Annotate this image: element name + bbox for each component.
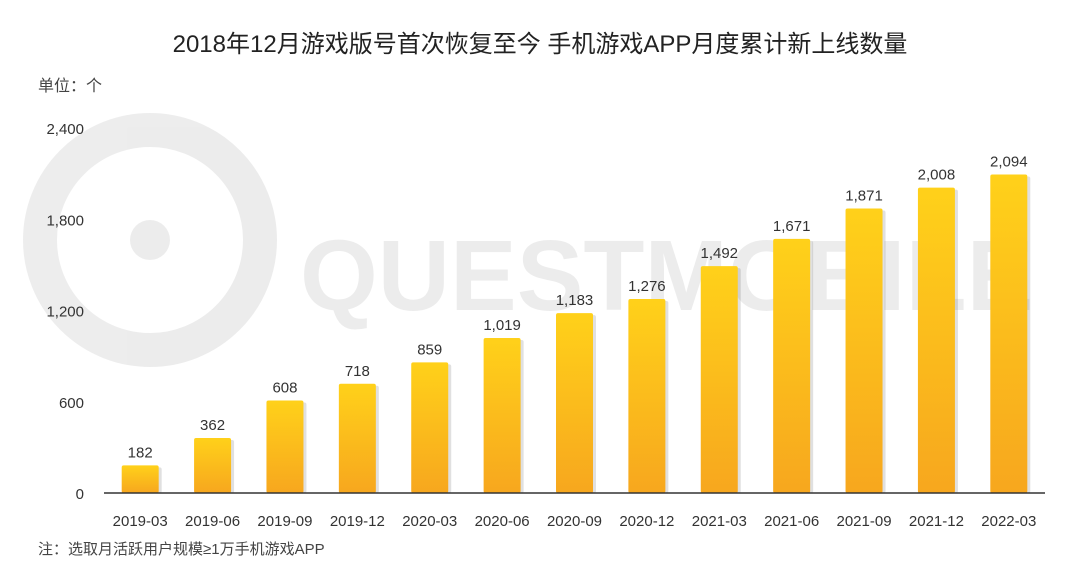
- bar-value-label: 859: [417, 341, 442, 358]
- x-tick-label: 2020-06: [475, 513, 530, 530]
- y-tick-label: 2,400: [46, 121, 84, 138]
- x-tick-label: 2021-09: [837, 513, 892, 530]
- bar-value-label: 1,671: [773, 218, 811, 235]
- x-tick-label: 2020-03: [402, 513, 457, 530]
- chart-title: 2018年12月游戏版号首次恢复至今 手机游戏APP月度累计新上线数量: [172, 31, 908, 58]
- y-axis: 0 600 1,200 1,800 2,400: [46, 121, 84, 503]
- bar-value-label: 362: [200, 417, 225, 434]
- x-axis: 2019-03 2019-06 2019-09 2019-12 2020-03 2020-…: [104, 492, 1045, 530]
- bar-2019-06: [194, 437, 232, 493]
- y-tick-label: 600: [59, 395, 84, 412]
- bar-value-label: 1,276: [628, 278, 666, 295]
- bar-value-label: 608: [272, 380, 297, 397]
- bar-2020-12: [628, 298, 666, 493]
- bars: 182 362 608 718 859 1,019 1,183 1,276 1,492 1,671…: [121, 154, 1031, 493]
- x-tick-label: 2020-09: [547, 513, 602, 530]
- bar-value-label: 1,492: [700, 245, 738, 262]
- watermark-logo: QUESTMOBILE: [23, 113, 1033, 367]
- bar-2019-09: [266, 400, 304, 493]
- bar-value-label: 718: [345, 363, 370, 380]
- x-tick-label: 2021-06: [764, 513, 819, 530]
- y-tick-label: 1,800: [46, 212, 84, 229]
- bar-2021-12: [917, 187, 955, 493]
- y-tick-label: 0: [76, 486, 84, 503]
- y-tick-label: 1,200: [46, 304, 84, 321]
- bar-value-label: 182: [128, 444, 153, 461]
- bar-value-label: 1,871: [845, 187, 883, 204]
- bar-2020-06: [483, 338, 521, 493]
- bar-value-label: 2,008: [918, 167, 956, 184]
- unit-label: 单位：个: [38, 78, 103, 95]
- bar-value-label: 1,183: [556, 292, 594, 309]
- bar-value-label: 2,094: [990, 154, 1028, 171]
- x-tick-label: 2021-12: [909, 513, 964, 530]
- watermark-text: QUESTMOBILE: [300, 220, 1033, 332]
- bar-2020-09: [556, 313, 593, 493]
- bar-value-label: 1,019: [483, 317, 521, 334]
- x-tick-label: 2019-03: [113, 513, 168, 530]
- x-tick-label: 2021-03: [692, 513, 747, 530]
- x-tick-label: 2022-03: [981, 513, 1036, 530]
- bar-2019-03: [121, 465, 159, 493]
- bar-2020-03: [411, 362, 449, 493]
- bar-2019-12: [338, 383, 376, 493]
- bar-2021-03: [700, 266, 738, 493]
- x-tick-label: 2019-09: [257, 513, 312, 530]
- footnote: 注：选取月活跃用户规模≥1万手机游戏APP: [38, 541, 325, 558]
- bar-2022-03: [990, 174, 1028, 493]
- bar-2021-09: [845, 208, 883, 493]
- x-tick-label: 2019-06: [185, 513, 240, 530]
- x-tick-label: 2020-12: [619, 513, 674, 530]
- bar-2021-06: [773, 238, 811, 493]
- x-tick-label: 2019-12: [330, 513, 385, 530]
